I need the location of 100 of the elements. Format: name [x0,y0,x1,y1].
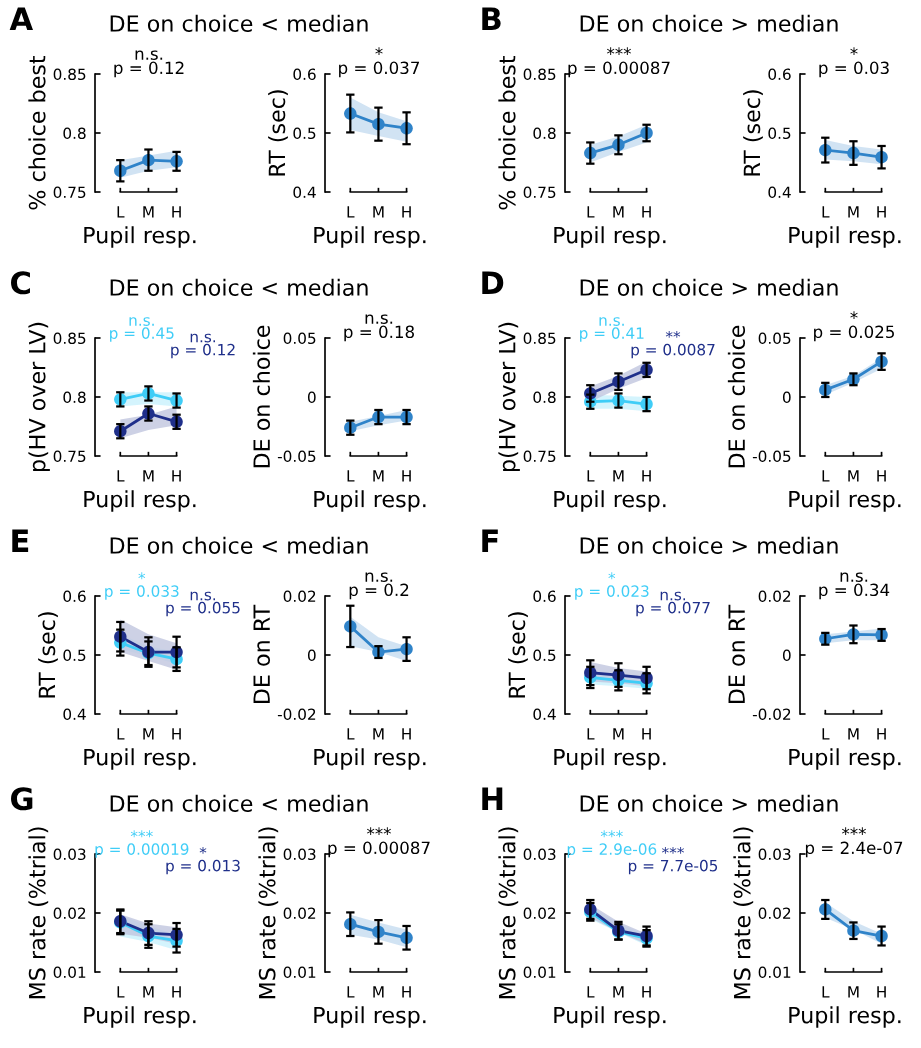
y-tick-label: 0.85 [523,68,556,81]
x-tick-label: M [143,986,154,998]
y-tick-label: 0.6 [533,590,556,603]
text: * [608,572,616,580]
y-tick-label: 0 [782,649,791,662]
x-axis-title: Pupil resp. [554,1006,666,1028]
y-tick-label: 0.6 [768,68,791,81]
annotation: p = 7.7e-05 [628,859,718,875]
y-tick-label: 0.6 [293,68,316,81]
x-tick-label: L [822,986,830,998]
annotation: p = 0.18 [344,325,414,342]
x-tick-label: H [402,206,411,218]
x-tick-label: L [117,728,125,740]
x-tick-label: H [877,986,886,998]
x-tick-label: M [613,728,624,740]
y-axis-title: % choice best [498,55,516,210]
annotation: p = 2.9e-06 [567,843,657,858]
text: DE on choice < median [110,794,368,812]
y-tick-label: -0.02 [277,708,316,721]
x-tick-label: H [402,470,411,482]
text: *** [130,830,153,838]
y-axis-title: DE on choice [252,325,271,468]
x-axis-title: Pupil resp. [789,490,901,512]
text: n.s. [840,572,868,582]
x-tick-label: M [143,728,154,740]
x-tick-label: M [373,470,384,482]
x-tick-label: M [848,470,859,482]
x-tick-label: M [848,206,859,218]
text: DE on choice > median [580,536,838,554]
text: B [482,7,501,30]
text: * [850,47,858,55]
y-tick-label: 0.4 [63,708,86,721]
x-axis-title: Pupil resp. [314,490,426,512]
x-tick-label: H [877,470,886,482]
y-axis-title: MS rate (%trial) [498,827,519,999]
annotation: p = 0.077 [636,601,710,617]
annotation: p = 0.12 [171,343,235,359]
x-tick-label: H [172,206,181,218]
x-tick-label: M [143,470,154,482]
x-tick-label: L [822,728,830,740]
text: * [199,846,207,854]
y-tick-label: -0.05 [752,450,791,463]
y-tick-label: 0.8 [533,391,556,404]
text: *** [842,827,866,835]
y-tick-label: 0.01 [758,966,791,979]
text: *** [662,846,684,854]
x-tick-label: M [613,206,624,218]
y-tick-label: 0.05 [283,332,316,345]
y-tick-label: 0.02 [758,590,791,603]
y-tick-label: 0.75 [523,186,556,199]
y-tick-label: 0.75 [53,450,86,463]
y-axis-title: % choice best [28,55,46,210]
y-tick-label: 0.5 [63,649,86,662]
x-tick-label: H [402,728,411,740]
y-tick-label: 0.8 [63,391,86,404]
text: DE on choice > median [580,794,838,812]
annotation: p = 0.2 [349,583,409,600]
x-tick-label: L [587,986,595,998]
x-axis-title: Pupil resp. [84,1006,196,1028]
x-tick-label: M [373,206,384,218]
x-tick-label: L [587,206,595,218]
annotation: p = 0.12 [114,61,184,78]
y-tick-label: 0.85 [53,332,86,345]
text: * [850,311,858,319]
text: DE on choice > median [580,14,838,32]
y-tick-label: 0 [782,391,791,404]
y-tick-label: 0.01 [523,966,556,979]
x-tick-label: L [117,206,125,218]
text: n.s. [190,591,216,601]
y-tick-label: 0 [307,391,316,404]
text: DE on choice < median [110,536,368,554]
annotation: p = 0.0087 [631,343,715,359]
text: n.s. [129,317,154,326]
y-tick-label: 0.03 [523,848,556,861]
x-tick-label: L [117,470,125,482]
text: C [11,271,30,295]
x-tick-label: L [347,470,355,482]
y-tick-label: 0.02 [283,907,316,920]
x-axis-title: Pupil resp. [789,748,901,770]
x-tick-label: H [877,728,886,740]
x-tick-label: M [613,470,624,482]
y-tick-label: 0.01 [283,966,316,979]
y-tick-label: 0.4 [768,186,791,199]
y-axis-title: RT (sec) [268,90,288,176]
text: E [12,529,29,552]
y-tick-label: 0.85 [523,332,556,345]
x-axis-title: Pupil resp. [554,226,666,248]
y-tick-label: 0.03 [283,848,316,861]
y-tick-label: 0.4 [533,708,556,721]
x-tick-label: L [347,206,355,218]
y-tick-label: 0.5 [293,127,316,140]
annotation: p = 0.41 [580,327,644,342]
y-tick-label: 0.02 [283,590,316,603]
y-axis-title: RT (sec) [743,90,763,176]
y-axis-title: MS rate (%trial) [733,827,754,999]
y-tick-label: 0.02 [758,907,791,920]
x-tick-label: H [877,206,886,218]
y-tick-label: 0.5 [768,127,791,140]
annotation: p = 0.34 [819,583,890,600]
x-axis-title: Pupil resp. [554,748,666,770]
